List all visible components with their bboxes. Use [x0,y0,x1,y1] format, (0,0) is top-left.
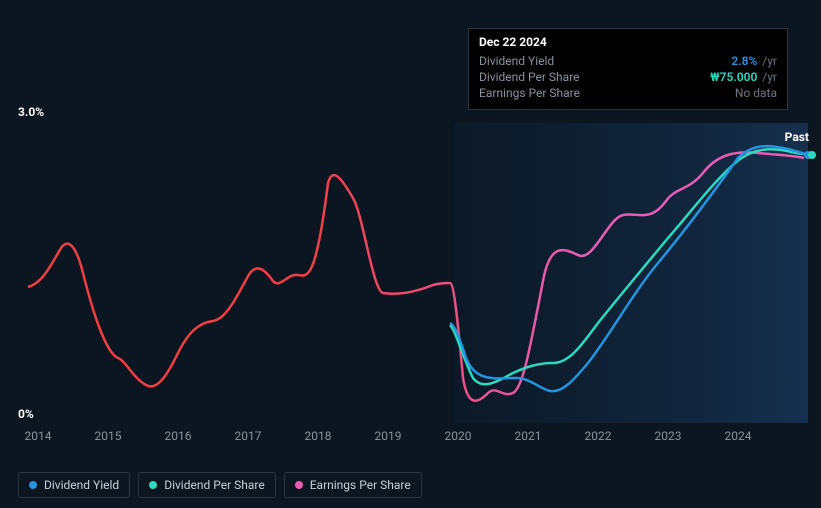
legend-label: Earnings Per Share [310,478,411,492]
legend-dot [295,481,303,489]
x-axis-tick: 2015 [95,429,122,443]
legend-item-div_per_share[interactable]: Dividend Per Share [138,472,276,498]
x-axis-tick: 2016 [165,429,192,443]
legend-dot [29,481,37,489]
legend-label: Dividend Yield [44,478,119,492]
tooltip-row-value: ₩75.000 /yr [710,70,777,84]
x-axis-tick: 2023 [655,429,682,443]
x-axis-tick: 2014 [25,429,52,443]
x-axis-tick: 2020 [445,429,472,443]
legend-item-eps[interactable]: Earnings Per Share [284,472,422,498]
x-axis-tick: 2024 [725,429,752,443]
chart-area: 3.0% 0% 20142015201620172018201920202021… [18,115,808,450]
series-end-marker [808,151,816,159]
tooltip-date: Dec 22 2024 [479,35,777,49]
tooltip-row-value: 2.8% /yr [731,54,777,68]
y-axis-min: 0% [18,407,34,421]
legend: Dividend Yield Dividend Per Share Earnings… [18,472,422,498]
tooltip-box: Dec 22 2024 Dividend Yield2.8% /yrDivide… [468,28,788,110]
x-axis-tick: 2022 [585,429,612,443]
tooltip-row-label: Earnings Per Share [479,86,580,100]
legend-item-div_yield[interactable]: Dividend Yield [18,472,130,498]
plot-svg[interactable] [18,123,808,423]
x-axis-tick: 2017 [235,429,262,443]
x-axis-tick: 2021 [515,429,542,443]
tooltip-row-label: Dividend Per Share [479,70,580,84]
legend-dot [149,481,157,489]
x-axis: 2014 2015 2016 2017 2018 2019 2020 2021 2022 2023… [18,427,808,445]
tooltip-row: Earnings Per Share No data [479,85,777,101]
x-axis-tick: 2018 [305,429,332,443]
past-label: Past [785,130,809,144]
tooltip-row: Dividend Per Share ₩75.000 /yr [479,69,777,85]
x-axis-tick: 2019 [375,429,402,443]
legend-label: Dividend Per Share [164,478,265,492]
y-axis-max: 3.0% [18,105,44,119]
tooltip-row-label: Dividend Yield [479,54,554,68]
tooltip-row: Dividend Yield 2.8% /yr [479,53,777,69]
tooltip-row-value: No data [735,86,777,100]
